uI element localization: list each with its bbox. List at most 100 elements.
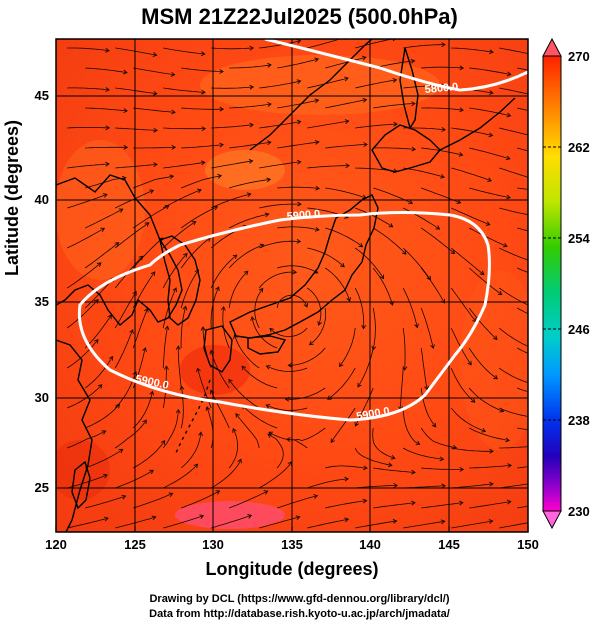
streamline (132, 308, 148, 349)
streamline (307, 165, 350, 169)
streamline (180, 386, 184, 429)
streamline-arrowhead (144, 222, 150, 227)
streamline (67, 127, 110, 129)
streamline (421, 467, 464, 470)
streamline-arrowhead (296, 159, 302, 165)
streamline-arrowhead (108, 355, 114, 361)
streamline-arrowhead (296, 238, 302, 244)
height-contours (77, 39, 528, 422)
streamline-arrowhead (123, 144, 129, 150)
streamline (229, 490, 268, 509)
streamline-arrowhead (267, 433, 273, 438)
streamline-arrowhead (314, 139, 320, 145)
streamline-arrowhead (467, 360, 472, 366)
streamline (259, 203, 301, 209)
streamline (403, 167, 445, 178)
streamline-arrowhead (105, 161, 110, 167)
streamline-arrowhead (411, 101, 416, 107)
credit-data: Data from http://database.rish.kyoto-u.a… (149, 608, 450, 620)
streamline-arrowhead (149, 189, 155, 194)
streamline-arrowhead (493, 374, 498, 380)
streamline (402, 327, 406, 370)
streamline (84, 242, 119, 269)
streamline-arrowhead (459, 467, 465, 472)
streamline-arrowhead (121, 494, 127, 500)
streamline-arrowhead (379, 274, 385, 280)
streamline-arrowhead (220, 306, 226, 311)
streamline (85, 208, 123, 229)
streamline (373, 147, 416, 150)
streamline (403, 447, 444, 460)
streamline-arrowhead (346, 297, 352, 302)
streamline-arrowhead (123, 108, 128, 114)
streamline-arrowhead (488, 519, 494, 524)
streamline (450, 287, 477, 323)
streamline-arrowhead (450, 249, 456, 255)
streamline (450, 407, 486, 432)
colorbar-tick-label: 254 (568, 231, 590, 246)
streamline-arrowhead (488, 90, 494, 95)
streamline-arrowhead (153, 162, 158, 168)
streamline (517, 267, 528, 273)
streamline (67, 227, 105, 249)
streamline (114, 222, 150, 249)
streamline (499, 207, 528, 216)
streamline (66, 339, 99, 369)
streamline (180, 432, 202, 469)
streamline (277, 99, 319, 109)
streamline (354, 287, 365, 329)
streamline (288, 347, 326, 366)
streamline-arrowhead (152, 52, 158, 58)
streamline-arrowhead (485, 221, 491, 226)
y-tick-label: 35 (35, 294, 49, 309)
streamline (420, 307, 434, 349)
streamline (84, 314, 112, 349)
streamline-arrowhead (243, 270, 249, 276)
streamline (114, 419, 147, 449)
streamline-arrowhead (532, 305, 536, 309)
streamline (133, 493, 173, 509)
streamline-arrowhead (164, 325, 170, 331)
streamline (499, 446, 528, 449)
streamline (277, 141, 319, 149)
streamline-arrowhead (150, 271, 156, 276)
streamline (450, 367, 476, 403)
streamline (229, 64, 272, 69)
streamline-arrowhead (363, 142, 368, 147)
streamline-arrowhead (228, 378, 233, 384)
streamline-arrowhead (362, 97, 368, 103)
streamline (499, 87, 528, 95)
streamline (499, 483, 528, 489)
streamline-arrowhead (232, 254, 238, 260)
contour-label: 5800.0 (424, 81, 459, 96)
streamline (469, 427, 510, 441)
streamline-arrowhead (94, 339, 99, 344)
streamline (307, 518, 349, 529)
streamline (517, 505, 528, 509)
streamline-arrowhead (153, 127, 158, 133)
streamline-arrowhead (205, 406, 211, 412)
streamline (181, 144, 224, 149)
streamline (210, 390, 230, 429)
streamline-arrowhead (103, 473, 108, 479)
streamline-arrowhead (361, 55, 367, 61)
streamline-arrowhead (179, 385, 185, 391)
streamline-arrowhead (296, 119, 302, 125)
streamline-arrowhead (358, 242, 364, 248)
streamline (277, 495, 318, 509)
streamline-arrowhead (219, 69, 224, 74)
streamline-arrowhead (200, 160, 206, 166)
streamline (66, 262, 102, 289)
streamline-arrowhead (430, 344, 435, 350)
streamline (372, 267, 393, 306)
streamline (306, 287, 322, 326)
streamline-arrowhead (267, 62, 272, 68)
streamline (451, 483, 494, 489)
streamline-arrowhead (250, 316, 255, 321)
streamline-arrowhead (118, 208, 124, 213)
streamline (468, 347, 498, 380)
streamline-arrowhead (414, 323, 419, 329)
streamline (259, 40, 301, 49)
streamline-arrowhead (123, 69, 128, 75)
streamline-arrowhead (489, 49, 494, 55)
